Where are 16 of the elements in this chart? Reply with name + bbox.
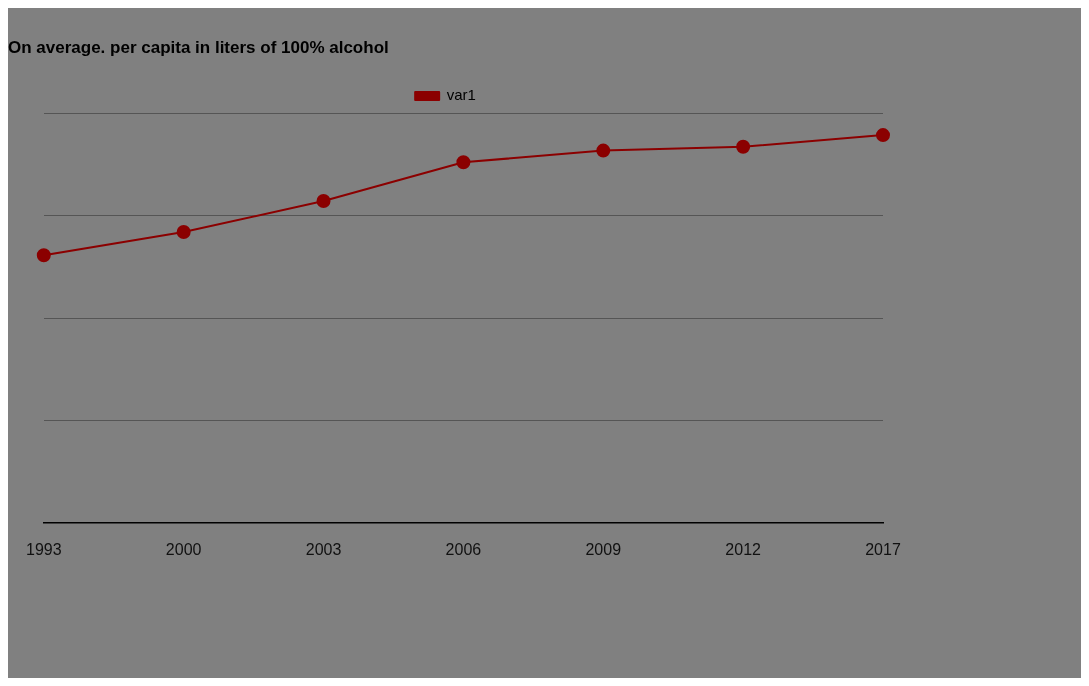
point bbox=[736, 139, 751, 154]
point bbox=[316, 194, 331, 209]
x-tick-label: 2012 bbox=[725, 540, 762, 558]
point bbox=[876, 128, 890, 143]
point bbox=[596, 143, 611, 158]
x-tick-label: 2009 bbox=[585, 540, 622, 558]
x-tick-label: 2006 bbox=[445, 540, 482, 558]
legend-label: var1 bbox=[446, 86, 476, 104]
x-tick-label: 2000 bbox=[165, 540, 202, 558]
point bbox=[176, 225, 191, 240]
point bbox=[36, 248, 51, 263]
x-tick-label: 2003 bbox=[305, 540, 342, 558]
x-tick-label: 1993 bbox=[26, 540, 62, 558]
chart-title: On average. per capita in liters of 100% alcohol bbox=[8, 37, 389, 57]
x-tick-label: 2017 bbox=[865, 540, 901, 558]
point bbox=[456, 155, 471, 170]
